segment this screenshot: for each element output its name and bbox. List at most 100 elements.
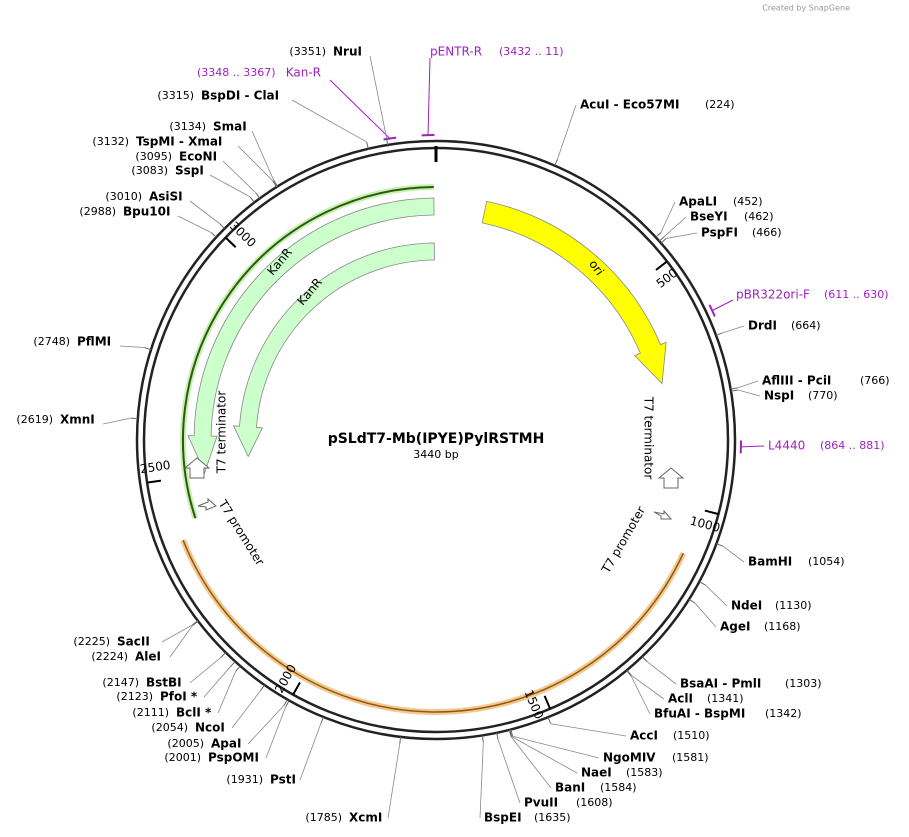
site-position: (1342) — [765, 707, 802, 720]
site-tick — [641, 656, 648, 662]
site-leader — [557, 104, 577, 160]
site-name: AgeI — [720, 620, 750, 634]
tick — [292, 681, 301, 696]
site-name: XmnI — [60, 413, 95, 427]
site-name: DrdI — [748, 319, 777, 333]
site-tick — [220, 652, 227, 658]
site-tick — [285, 700, 290, 707]
site-leader — [203, 666, 231, 698]
site-position: (3010) — [105, 190, 142, 203]
site-tick — [481, 735, 484, 743]
site-tick — [235, 665, 241, 672]
site-position: (1054) — [808, 555, 845, 568]
site-position: (1583) — [626, 766, 663, 779]
site-leader — [161, 624, 193, 643]
site-tick — [547, 717, 552, 724]
site-name: AsiSI — [149, 190, 183, 204]
site-tick — [730, 387, 738, 390]
site-leader — [189, 200, 220, 224]
site-name: NcoI — [195, 721, 225, 735]
site-position: (2988) — [79, 205, 116, 218]
site-position: (1510) — [673, 729, 710, 742]
primer-mark — [708, 304, 716, 317]
primer-range: (3348 .. 3367) — [197, 66, 276, 79]
site-tick — [255, 192, 261, 199]
site-position: (1303) — [785, 677, 822, 690]
site-name: SacII — [117, 635, 150, 649]
site-leader — [387, 743, 401, 819]
site-leader — [299, 723, 322, 781]
site-leader — [512, 735, 600, 759]
site-leader — [119, 345, 145, 348]
site-position: (664) — [791, 319, 821, 332]
feature-label: T7 promoter — [598, 504, 648, 576]
site-name: BspEI — [484, 811, 522, 825]
site-tick — [144, 346, 152, 351]
site-position: (2147) — [102, 676, 139, 689]
site-tick — [366, 141, 369, 149]
primer-name: L4440 — [768, 439, 805, 453]
site-leader — [102, 417, 131, 425]
site-name: Bpu10I — [123, 205, 170, 219]
primer-range: (611 .. 630) — [824, 288, 889, 301]
site-leader — [265, 706, 287, 759]
site-tick — [699, 581, 706, 586]
site-position: (3132) — [92, 135, 129, 148]
primer-name: pBR322ori-F — [736, 288, 810, 302]
site-leader — [497, 739, 521, 804]
promoter-line — [182, 539, 684, 713]
site-position: (2748) — [33, 335, 70, 348]
primer-mark — [383, 136, 397, 141]
ori-arrow — [481, 200, 667, 385]
site-leader — [510, 736, 552, 789]
backbone-outer — [135, 139, 737, 741]
promoter-icon — [653, 509, 673, 520]
feature-label: T7 terminator — [642, 396, 656, 480]
site-tick — [210, 232, 217, 238]
site-tick — [508, 729, 512, 737]
site-name: EcoNI — [179, 150, 217, 164]
site-position: (466) — [752, 226, 782, 239]
site-position: (3083) — [131, 164, 168, 177]
site-leader — [631, 675, 665, 700]
plasmid-length: 3440 bp — [413, 448, 458, 461]
site-leader — [722, 325, 745, 334]
site-tick — [688, 598, 696, 604]
site-tick — [191, 620, 199, 626]
primer-range: (864 .. 881) — [820, 439, 885, 452]
site-name: SspI — [175, 164, 204, 178]
site-name: BseYI — [690, 210, 728, 224]
site-position: (1931) — [226, 773, 263, 786]
site-leader — [664, 216, 687, 237]
site-tick — [399, 736, 402, 744]
primer-leader — [427, 57, 431, 136]
site-position: (224) — [705, 98, 735, 111]
site-tick — [715, 332, 723, 336]
site-position: (2054) — [151, 721, 188, 734]
site-leader — [369, 55, 387, 139]
site-leader — [209, 174, 251, 198]
site-leader — [169, 625, 193, 658]
site-position: (462) — [744, 210, 774, 223]
site-tick — [260, 684, 265, 691]
feature-label: T7 terminator — [215, 391, 229, 475]
site-position: (3095) — [135, 150, 172, 163]
site-position: (2111) — [132, 706, 169, 719]
site-name: AcuI - Eco57MI — [580, 98, 679, 112]
site-name: AleI — [135, 650, 161, 664]
site-leader — [231, 690, 261, 729]
site-name: BclI * — [176, 706, 212, 720]
feature-label: T7 promoter — [215, 497, 267, 568]
site-leader — [660, 201, 676, 233]
site-name: AclI — [668, 692, 693, 706]
site-name: BstBI — [146, 676, 182, 690]
site-tick — [230, 661, 236, 668]
tick — [704, 509, 719, 516]
primer-leader — [711, 299, 734, 312]
terminator-icon — [183, 457, 211, 479]
site-tick — [510, 729, 514, 737]
site-position: (1130) — [775, 599, 812, 612]
site-leader — [737, 389, 761, 397]
site-leader — [291, 99, 367, 143]
